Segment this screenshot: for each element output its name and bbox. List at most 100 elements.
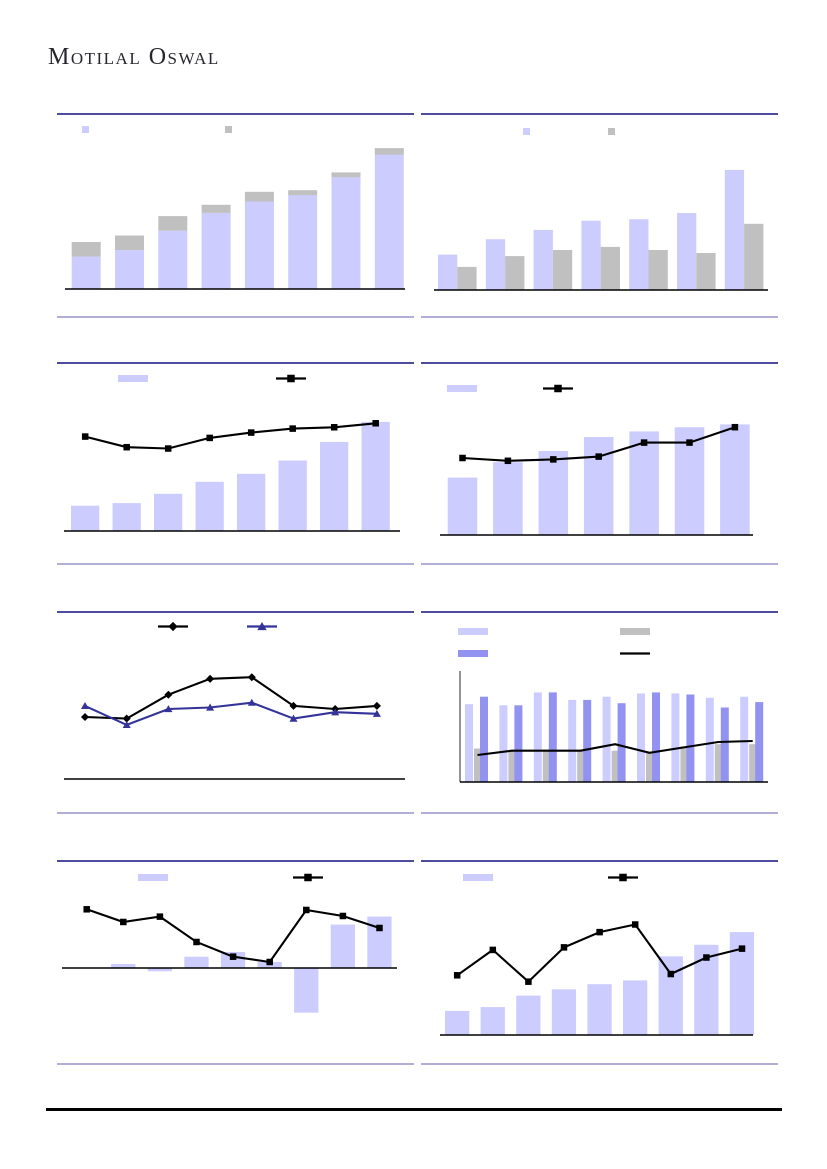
line-marker xyxy=(247,673,256,682)
chart-canvas xyxy=(64,374,400,532)
line-marker xyxy=(123,443,130,451)
bar-segment xyxy=(740,696,749,782)
line-marker xyxy=(731,423,739,431)
bar-segment xyxy=(457,266,477,290)
line-marker xyxy=(504,457,512,465)
bar-segment xyxy=(374,154,404,289)
line-marker xyxy=(372,709,381,717)
bar-segment xyxy=(637,693,645,782)
bar-segment xyxy=(720,707,729,782)
chart-row2-left xyxy=(57,362,414,565)
bar-segment xyxy=(438,254,458,290)
bar-segment xyxy=(542,749,550,782)
bar-segment xyxy=(361,421,390,531)
line-marker xyxy=(206,703,215,711)
bar-segment xyxy=(686,694,695,782)
bar-segment xyxy=(514,705,523,782)
legend-swatch xyxy=(447,385,477,392)
bar-segment xyxy=(201,204,231,213)
bar-segment xyxy=(533,692,542,782)
bar-segment xyxy=(499,705,508,782)
bar-segment xyxy=(71,242,101,257)
line-marker xyxy=(631,921,639,928)
line-path xyxy=(84,422,376,450)
bar-segment xyxy=(71,505,100,531)
bar-segment xyxy=(587,984,612,1035)
bar-segment xyxy=(115,235,144,251)
chart-row4-right xyxy=(421,860,778,1065)
line-marker xyxy=(266,958,273,966)
bar-segment xyxy=(111,964,136,968)
bar-segment xyxy=(581,220,601,290)
legend-marker xyxy=(257,622,267,631)
chart-canvas xyxy=(440,384,753,536)
bar-segment xyxy=(330,924,355,968)
legend-swatch xyxy=(225,126,232,133)
bar-segment xyxy=(533,229,553,290)
chart-canvas xyxy=(440,873,755,1036)
bar-segment xyxy=(617,703,626,782)
bar-segment xyxy=(652,692,660,782)
bar-segment xyxy=(508,750,516,782)
line-marker xyxy=(122,721,131,729)
line-marker xyxy=(303,906,310,914)
line-path xyxy=(84,701,377,727)
line-marker xyxy=(289,701,298,710)
line-marker xyxy=(372,420,379,427)
line-marker xyxy=(331,708,340,716)
bar-segment xyxy=(516,995,541,1035)
bar-segment xyxy=(577,749,585,782)
bar-segment xyxy=(480,1007,505,1035)
bar-segment xyxy=(115,250,144,289)
bar-segment xyxy=(658,956,683,1035)
bar-segment xyxy=(583,437,614,535)
line-marker xyxy=(289,425,296,432)
bar-segment xyxy=(184,956,209,968)
line-marker xyxy=(164,445,172,452)
bar-segment xyxy=(623,980,648,1035)
line-marker xyxy=(560,944,568,951)
bar-segment xyxy=(720,424,750,535)
bar-segment xyxy=(600,246,620,290)
legend-swatch xyxy=(463,874,493,881)
legend-marker xyxy=(287,374,295,383)
legend-swatch xyxy=(138,874,168,881)
line-marker xyxy=(164,690,173,699)
legend-marker xyxy=(619,873,627,882)
line-marker xyxy=(156,913,164,920)
bar-segment xyxy=(195,481,224,531)
chart-top-right xyxy=(421,113,778,318)
line-marker xyxy=(81,433,89,440)
line-marker xyxy=(596,928,603,936)
bar-segment xyxy=(320,441,349,531)
bar-segment xyxy=(445,1010,470,1035)
bar-segment xyxy=(505,256,525,290)
line-marker xyxy=(80,701,90,709)
bar-segment xyxy=(237,473,266,531)
bar-segment xyxy=(288,190,318,196)
line-marker xyxy=(206,434,213,442)
legend-swatch xyxy=(82,126,89,133)
bar-segment xyxy=(677,213,697,290)
line-marker xyxy=(330,424,338,431)
chart-row4-left xyxy=(57,860,414,1065)
line-marker xyxy=(376,924,383,932)
bar-segment xyxy=(71,256,101,289)
line-marker xyxy=(289,714,298,722)
bar-segment xyxy=(493,462,523,535)
bar-segment xyxy=(749,744,757,782)
line-marker xyxy=(595,453,602,460)
bar-segment xyxy=(294,968,319,1013)
line-marker xyxy=(122,714,131,723)
legend-swatch xyxy=(608,128,615,135)
line-marker xyxy=(164,705,173,713)
legend-swatch xyxy=(458,628,488,635)
bar-segment xyxy=(629,219,649,290)
line-marker xyxy=(206,674,215,683)
legend-swatch xyxy=(118,375,148,382)
bar-segment xyxy=(602,696,611,782)
legend-marker xyxy=(554,384,562,393)
bar-segment xyxy=(278,460,307,531)
line-marker xyxy=(525,978,532,985)
